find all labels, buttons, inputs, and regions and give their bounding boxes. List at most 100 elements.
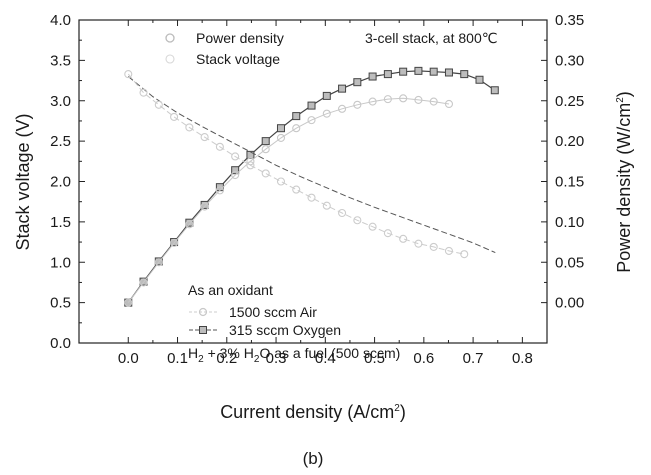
point-1500-sccm-air-power-density	[399, 94, 408, 103]
legend-marker-stack-voltage	[165, 54, 175, 64]
y-left-tick-label: 3.5	[50, 52, 71, 69]
point-315-sccm-oxygen-power-density	[322, 91, 331, 100]
y-left-tick-label: 1.0	[50, 254, 71, 271]
point-1500-sccm-air-power-density	[154, 258, 163, 267]
point-315-sccm-oxygen-power-density	[261, 137, 270, 146]
point-1500-sccm-air-stack-voltage	[154, 100, 163, 109]
series-line-1500-sccm-air-power-density	[127, 97, 450, 303]
x-tick-label: 0.1	[167, 350, 188, 367]
point-1500-sccm-air-stack-voltage	[276, 177, 286, 186]
legend-marker-power-density	[165, 33, 175, 43]
point-315-sccm-oxygen-power-density	[460, 70, 469, 79]
point-1500-sccm-air-power-density	[307, 116, 316, 125]
legend-label-power-density: Power density	[196, 30, 284, 46]
x-tick-label: 0.5	[364, 350, 385, 367]
point-315-sccm-oxygen-power-density	[383, 70, 392, 79]
series-line-315-sccm-oxygen-stack-voltage	[127, 76, 496, 254]
fuel-note: H2 + 3% H2O as a fuel (500 sccm)	[188, 345, 400, 365]
legend-label-stack-voltage: Stack voltage	[196, 51, 280, 67]
point-1500-sccm-air-power-density	[170, 238, 179, 247]
point-315-sccm-oxygen-power-density	[276, 124, 285, 133]
point-1500-sccm-air-stack-voltage	[200, 133, 209, 142]
point-1500-sccm-air-power-density	[261, 145, 270, 154]
point-315-sccm-oxygen-power-density	[399, 67, 408, 76]
y-right-tick-label: 0.15	[555, 174, 584, 191]
point-1500-sccm-air-stack-voltage	[429, 242, 438, 251]
point-1500-sccm-air-stack-voltage	[292, 185, 301, 194]
legend-top: Power density Stack voltage	[165, 30, 284, 67]
point-1500-sccm-air-power-density	[231, 170, 240, 180]
legend-label-air: 1500 sccm Air	[229, 304, 317, 320]
point-1500-sccm-air-stack-voltage	[338, 208, 347, 218]
x-tick-label: 0.7	[463, 350, 484, 367]
legend-bottom: As an oxidant 1500 sccm Air 315 sccm Oxy…	[188, 282, 341, 338]
y-left-tick-label: 1.5	[50, 214, 71, 231]
legend-header: As an oxidant	[188, 282, 273, 298]
x-tick-label: 0.8	[512, 350, 533, 367]
y-axis-title-left: Stack voltage (V)	[13, 113, 33, 250]
point-1500-sccm-air-power-density	[124, 298, 133, 307]
point-1500-sccm-air-stack-voltage	[139, 88, 148, 97]
condition-annotation: 3-cell stack, at 800℃	[365, 30, 497, 46]
x-tick-label: 0.6	[413, 350, 434, 367]
point-1500-sccm-air-stack-voltage	[399, 234, 408, 243]
y-right-tick-label: 0.30	[555, 52, 584, 69]
y-right-tick-label: 0.35	[555, 12, 584, 29]
point-315-sccm-oxygen-power-density	[307, 101, 316, 110]
y-right-tick-label: 0.00	[555, 295, 584, 312]
point-1500-sccm-air-power-density	[368, 97, 377, 106]
point-1500-sccm-air-stack-voltage	[170, 112, 179, 121]
point-1500-sccm-air-power-density	[444, 99, 454, 109]
point-1500-sccm-air-stack-voltage	[460, 250, 469, 259]
point-1500-sccm-air-power-density	[185, 220, 194, 229]
y-left-tick-label: 4.0	[50, 12, 71, 29]
point-1500-sccm-air-stack-voltage	[353, 216, 362, 225]
point-1500-sccm-air-power-density	[200, 202, 209, 211]
y-right-tick-label: 0.05	[555, 254, 584, 271]
point-1500-sccm-air-power-density	[322, 109, 331, 118]
point-315-sccm-oxygen-power-density	[429, 67, 438, 76]
point-1500-sccm-air-stack-voltage	[124, 70, 133, 79]
x-tick-label: 0.0	[118, 350, 139, 367]
point-1500-sccm-air-stack-voltage	[246, 161, 255, 170]
x-tick-label: 0.4	[315, 350, 336, 367]
y-right-tick-label: 0.20	[555, 133, 584, 150]
x-axis-title: Current density (A/cm2)	[220, 402, 406, 422]
data-series	[124, 66, 499, 307]
point-315-sccm-oxygen-power-density	[490, 86, 499, 95]
point-1500-sccm-air-power-density	[292, 124, 301, 133]
point-315-sccm-oxygen-power-density	[185, 218, 194, 227]
point-1500-sccm-air-stack-voltage	[261, 169, 270, 178]
point-1500-sccm-air-stack-voltage	[383, 229, 392, 238]
point-315-sccm-oxygen-power-density	[444, 68, 453, 77]
point-1500-sccm-air-power-density	[338, 104, 347, 113]
y-left-tick-label: 2.0	[50, 174, 71, 191]
point-1500-sccm-air-stack-voltage	[414, 239, 423, 248]
y-left-tick-label: 2.5	[50, 133, 71, 150]
point-315-sccm-oxygen-power-density	[414, 66, 423, 75]
y-right-tick-label: 0.10	[555, 214, 584, 231]
y-right-tick-label: 0.25	[555, 93, 584, 110]
legend-marker-oxygen	[199, 326, 207, 334]
x-tick-label: 0.2	[216, 350, 237, 367]
point-1500-sccm-air-power-density	[215, 186, 224, 195]
point-315-sccm-oxygen-power-density	[292, 112, 301, 121]
point-315-sccm-oxygen-power-density	[338, 84, 347, 93]
point-1500-sccm-air-stack-voltage	[368, 222, 377, 231]
figure-caption: (b)	[303, 449, 324, 468]
series-line-1500-sccm-air-stack-voltage	[127, 73, 465, 255]
point-1500-sccm-air-power-density	[414, 95, 423, 104]
point-1500-sccm-air-power-density	[139, 278, 148, 287]
point-1500-sccm-air-power-density	[353, 100, 362, 109]
point-315-sccm-oxygen-power-density	[475, 75, 484, 84]
y-left-tick-label: 0.0	[50, 335, 71, 352]
point-1500-sccm-air-stack-voltage	[322, 201, 331, 210]
y-left-tick-label: 3.0	[50, 93, 71, 110]
legend-marker-air	[198, 307, 208, 317]
point-1500-sccm-air-stack-voltage	[444, 246, 454, 255]
point-315-sccm-oxygen-power-density	[368, 72, 377, 81]
plot-frame	[78, 19, 548, 344]
point-1500-sccm-air-stack-voltage	[185, 123, 194, 132]
point-1500-sccm-air-power-density	[276, 133, 286, 142]
